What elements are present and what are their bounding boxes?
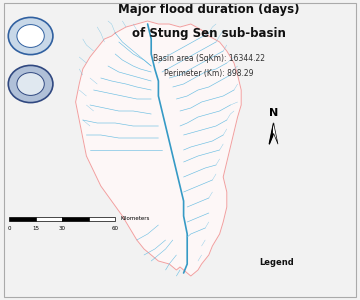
Text: 15: 15 xyxy=(32,226,39,231)
Text: 60: 60 xyxy=(112,226,119,231)
Text: of Stung Sen sub-basin: of Stung Sen sub-basin xyxy=(132,27,286,40)
Circle shape xyxy=(8,65,53,103)
Text: Perimeter (Km): 898.29: Perimeter (Km): 898.29 xyxy=(164,69,253,78)
Bar xyxy=(9,217,36,220)
Bar xyxy=(62,217,89,220)
Text: 0: 0 xyxy=(7,226,11,231)
Text: N: N xyxy=(269,109,278,118)
Text: Major flood duration (days): Major flood duration (days) xyxy=(118,3,300,16)
Bar xyxy=(36,217,62,220)
Circle shape xyxy=(8,17,53,55)
Text: 30: 30 xyxy=(59,226,66,231)
Polygon shape xyxy=(274,123,278,144)
Text: Legend: Legend xyxy=(259,258,294,267)
Text: Basin area (SqKm): 16344.22: Basin area (SqKm): 16344.22 xyxy=(153,54,265,63)
Text: Kilometers: Kilometers xyxy=(121,216,150,221)
Polygon shape xyxy=(269,123,274,144)
Bar xyxy=(89,217,115,220)
Circle shape xyxy=(17,25,44,47)
Polygon shape xyxy=(76,21,241,276)
Circle shape xyxy=(17,73,44,95)
